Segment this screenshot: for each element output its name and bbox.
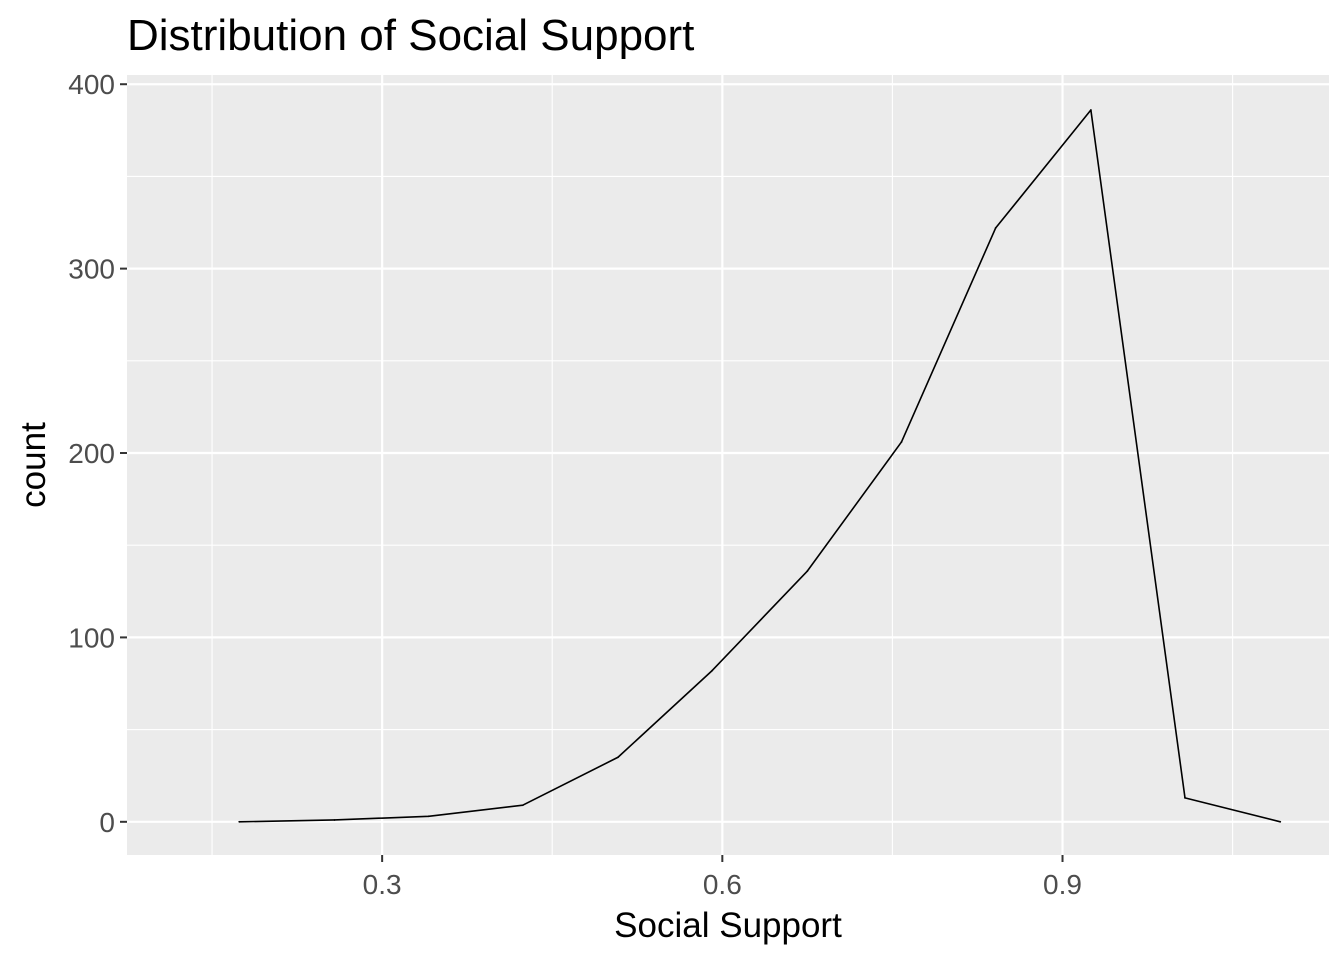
- series-point: [994, 227, 997, 229]
- y-axis-title: count: [14, 422, 53, 508]
- series-point: [806, 570, 809, 572]
- major-gridlines: [127, 75, 1329, 855]
- y-tick-label: 0: [99, 807, 115, 838]
- x-tick-label: 0.3: [363, 869, 402, 900]
- y-tick-label: 300: [68, 254, 115, 285]
- series-point: [1089, 109, 1092, 111]
- series-point: [900, 441, 903, 443]
- series-point: [427, 815, 430, 818]
- series-line: [239, 109, 1281, 823]
- y-tick-label: 200: [68, 438, 115, 469]
- x-axis: 0.3 0.6 0.9: [363, 855, 1082, 900]
- y-axis: 0 100 200 300 400: [68, 69, 127, 838]
- series-point: [521, 804, 524, 807]
- series-point: [1184, 796, 1186, 799]
- x-tick-label: 0.6: [703, 869, 742, 900]
- plot-panel: [127, 75, 1329, 855]
- series-point: [333, 819, 336, 821]
- series-point: [711, 669, 714, 672]
- series-layer: [238, 109, 1282, 823]
- series-point: [238, 820, 241, 823]
- minor-gridlines: [127, 75, 1329, 855]
- y-tick-label: 400: [68, 69, 115, 100]
- x-tick-label: 0.9: [1043, 869, 1082, 900]
- y-tick-label: 100: [68, 622, 115, 653]
- chart-title: Distribution of Social Support: [127, 11, 694, 60]
- x-axis-title: Social Support: [614, 906, 842, 945]
- series-point: [1279, 820, 1282, 823]
- series-point: [617, 756, 619, 759]
